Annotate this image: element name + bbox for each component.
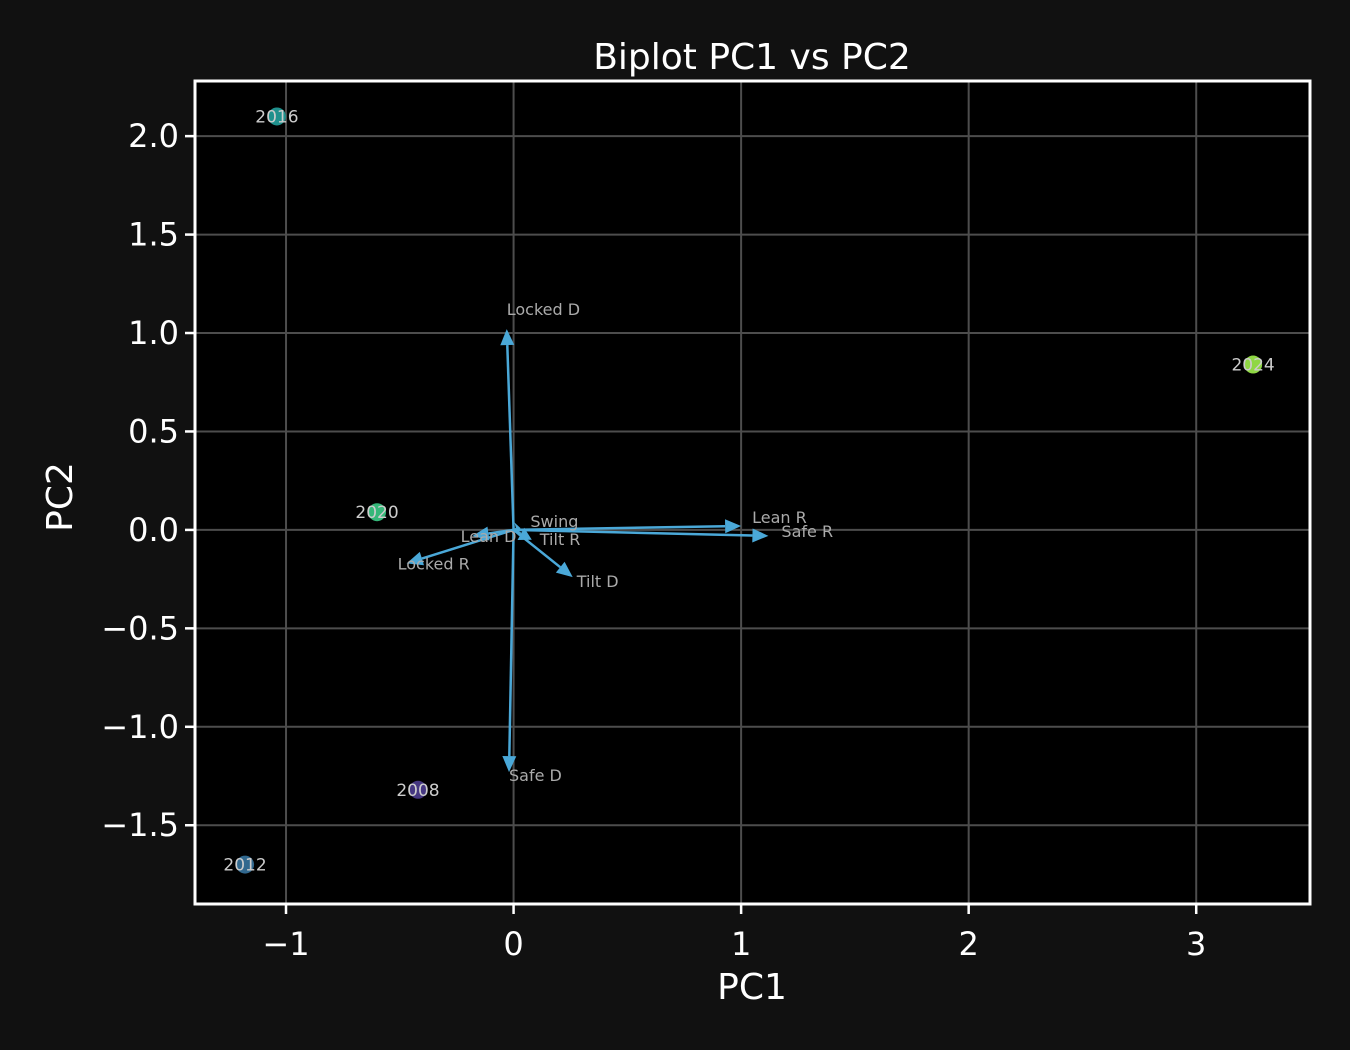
loading-arrow: Swing bbox=[513, 512, 578, 536]
score-point-label: 2016 bbox=[255, 107, 298, 127]
loading-arrow-head bbox=[752, 528, 769, 543]
loading-arrow: Safe R bbox=[513, 522, 833, 543]
score-point: 2016 bbox=[255, 107, 299, 127]
loading-arrow: Locked R bbox=[398, 528, 514, 573]
loading-label: Swing bbox=[530, 512, 578, 531]
loading-label: Locked D bbox=[507, 300, 580, 319]
y-axis-label: PC2 bbox=[40, 462, 81, 532]
score-point: 2024 bbox=[1231, 355, 1275, 376]
score-point: 2008 bbox=[396, 780, 440, 801]
score-point: 2020 bbox=[355, 503, 399, 523]
score-point-marker bbox=[368, 503, 387, 522]
plot-frame bbox=[193, 79, 1312, 906]
loading-arrow: Locked D bbox=[500, 300, 580, 530]
y-tick-label: −1.5 bbox=[101, 806, 179, 844]
loading-label: Lean R bbox=[752, 508, 807, 527]
loading-arrow-shaft bbox=[513, 524, 726, 532]
y-tick-label: 2.0 bbox=[128, 117, 179, 155]
loading-arrow: Tilt D bbox=[512, 528, 619, 591]
loading-arrow: Lean R bbox=[513, 508, 807, 534]
x-tick-label: −1 bbox=[262, 925, 309, 963]
loading-arrow-head bbox=[555, 561, 573, 578]
loading-arrow-head bbox=[500, 329, 515, 346]
score-point-marker bbox=[267, 107, 286, 126]
loading-arrow-shaft bbox=[506, 345, 515, 530]
score-point: 2012 bbox=[223, 855, 267, 876]
score-point-marker bbox=[236, 855, 255, 874]
x-tick-label: 0 bbox=[503, 925, 523, 963]
loading-label: Safe D bbox=[509, 766, 562, 785]
loading-label: Tilt R bbox=[539, 530, 581, 549]
y-tick-label: 0.5 bbox=[128, 412, 179, 450]
y-tick-label: −0.5 bbox=[101, 609, 179, 647]
loading-arrow-head bbox=[502, 755, 517, 773]
loading-arrow-head bbox=[514, 522, 521, 536]
loading-arrow-shaft bbox=[512, 528, 562, 569]
y-tick-label: 1.5 bbox=[128, 216, 179, 254]
score-point-label: 2008 bbox=[396, 781, 439, 801]
x-tick-label: 2 bbox=[958, 925, 978, 963]
loading-label: Safe R bbox=[781, 522, 833, 541]
loading-arrow-head bbox=[472, 526, 490, 541]
plot-area bbox=[195, 81, 1310, 904]
y-tick-label: −1.0 bbox=[101, 708, 179, 746]
loading-arrow-head bbox=[725, 519, 742, 534]
grid bbox=[195, 81, 1310, 904]
score-point-marker bbox=[409, 780, 427, 799]
chart-title: Biplot PC1 vs PC2 bbox=[593, 37, 911, 78]
loading-arrow-shaft bbox=[421, 528, 514, 560]
score-point-label: 2012 bbox=[223, 856, 266, 876]
loading-arrow-head bbox=[406, 551, 424, 566]
loading-arrow-shaft bbox=[513, 528, 753, 537]
score-point-label: 2024 bbox=[1231, 356, 1274, 376]
loading-label: Lean D bbox=[461, 527, 517, 546]
loading-arrow-shaft bbox=[508, 529, 515, 757]
score-point-label: 2020 bbox=[355, 503, 398, 523]
y-axis-ticks: −1.5 −1.0 −0.5 0.0 0.5 1.0 1.5 2.0 bbox=[101, 117, 195, 844]
x-axis-ticks: −1 0 1 2 3 bbox=[262, 904, 1206, 963]
loading-arrow: Lean D bbox=[461, 526, 517, 546]
loading-arrow-shaft bbox=[513, 527, 517, 532]
y-tick-label: 1.0 bbox=[128, 314, 179, 352]
score-points: 2008 2012 2016 2020 2024 bbox=[223, 107, 1275, 876]
loading-arrow-shaft bbox=[488, 528, 514, 535]
loading-label: Tilt D bbox=[576, 572, 619, 591]
x-tick-label: 3 bbox=[1186, 925, 1206, 963]
x-tick-label: 1 bbox=[731, 925, 751, 963]
y-tick-label: 0.0 bbox=[128, 511, 179, 549]
loading-label: Locked R bbox=[398, 554, 470, 573]
loading-arrow: Safe D bbox=[502, 529, 562, 785]
score-point-marker bbox=[1244, 355, 1263, 374]
x-axis-label: PC1 bbox=[717, 967, 787, 1008]
